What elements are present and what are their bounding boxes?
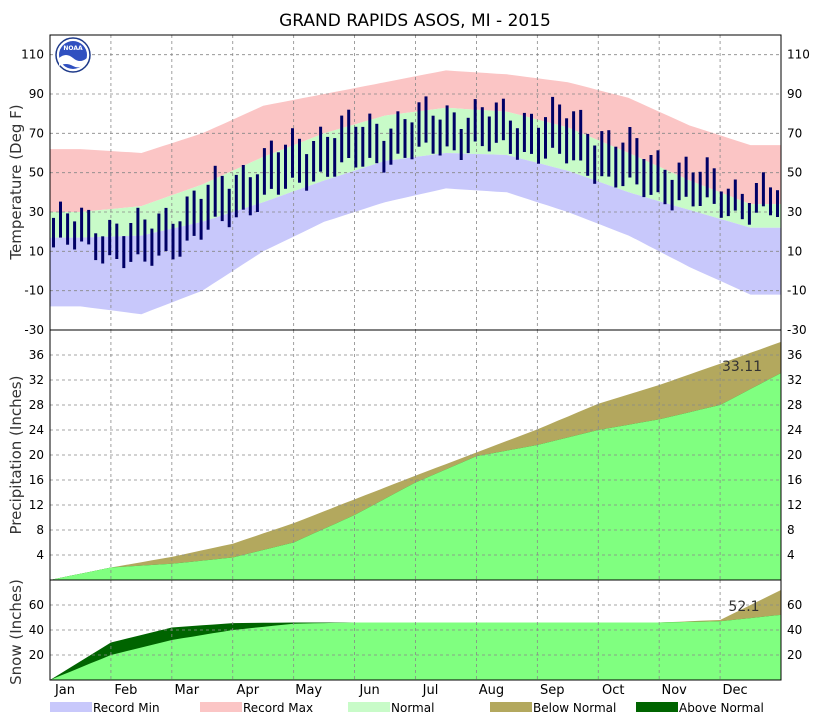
precipitation-total-label: 33.11: [722, 359, 762, 375]
legend-label: Above Normal: [679, 701, 764, 715]
month-label: Feb: [114, 683, 137, 698]
snow-total-label: 52.1: [728, 599, 759, 615]
temp-tick-label-right: 110: [787, 48, 810, 62]
precip-tick-label-right: 16: [787, 473, 802, 487]
temp-tick-label-right: -30: [787, 323, 807, 337]
temp-tick-label-left: 110: [21, 48, 44, 62]
snow-tick-label-left: 60: [29, 598, 44, 612]
precip-tick-label-right: 12: [787, 498, 802, 512]
precip-tick-label-left: 32: [29, 373, 44, 387]
legend-label: Record Max: [243, 701, 313, 715]
legend-swatch: [50, 702, 92, 712]
month-label: Jun: [358, 683, 379, 698]
temp-tick-label-right: 30: [787, 205, 802, 219]
temp-tick-label-right: 90: [787, 87, 802, 101]
snow-panel: 20 20 40 40 60 60 52.1 Snow (Inches): [7, 579, 802, 685]
precip-tick-label-right: 32: [787, 373, 802, 387]
precip-tick-label-left: 4: [36, 548, 44, 562]
snow-tick-label-left: 40: [29, 623, 44, 637]
legend-label: Below Normal: [533, 701, 616, 715]
temp-tick-label-left: 90: [29, 87, 44, 101]
logo-text: NOAA: [63, 45, 83, 52]
precip-tick-label-left: 20: [29, 448, 44, 462]
temp-tick-label-left: 10: [29, 244, 44, 258]
legend-swatch: [348, 702, 390, 712]
month-label: Oct: [602, 683, 624, 698]
month-label: Jan: [54, 683, 75, 698]
record-max-band: [50, 70, 781, 213]
precip-tick-label-left: 36: [29, 348, 44, 362]
month-label: Mar: [175, 683, 200, 698]
precip-tick-label-right: 28: [787, 398, 802, 412]
snow-tick-label-right: 40: [787, 623, 802, 637]
temp-tick-label-left: -30: [24, 323, 44, 337]
legend: Record Min Record Max Normal Below Normal Ab…: [50, 701, 764, 715]
precip-tick-label-right: 8: [787, 523, 795, 537]
precip-tick-label-left: 12: [29, 498, 44, 512]
month-axis: Jan Feb Mar Apr May Jun Jul Aug Sep Oct Nov Dec: [54, 683, 748, 698]
month-label: Aug: [479, 683, 504, 698]
precipitation-tick-labels: 4 4 8 8 12 12 16 16 20 20 24 24 28 28 32 32 36 36: [29, 348, 803, 562]
noaa-gull-icon: [59, 55, 87, 68]
temp-tick-label-right: 50: [787, 166, 802, 180]
precip-tick-label-right: 36: [787, 348, 802, 362]
precip-tick-label-left: 24: [29, 423, 44, 437]
temperature-grid: [50, 35, 781, 330]
legend-label: Record Min: [93, 701, 160, 715]
snow-frame: [49, 579, 782, 681]
precipitation-axis-label: Precipitation (Inches): [7, 376, 25, 535]
precipitation-panel: 4 4 8 8 12 12 16 16 20 20 24 24 28 28 32 32 36 36 33.11 P…: [7, 329, 803, 581]
month-label: Jul: [422, 683, 439, 698]
legend-swatch: [490, 702, 532, 712]
precip-tick-label-right: 20: [787, 448, 802, 462]
precip-tick-label-right: 4: [787, 548, 795, 562]
legend-label: Normal: [391, 701, 434, 715]
snow-tick-label-right: 60: [787, 598, 802, 612]
snow-tick-label-right: 20: [787, 648, 802, 662]
snow-tick-labels: 20 20 40 40 60 60: [29, 598, 803, 662]
observed-temperature-bars: [52, 96, 779, 269]
month-label: Dec: [723, 683, 748, 698]
temp-tick-label-left: 30: [29, 205, 44, 219]
precipitation-grid: [50, 330, 781, 580]
temp-tick-label-right: -10: [787, 284, 807, 298]
chart-title: GRAND RAPIDS ASOS, MI - 2015: [279, 11, 551, 31]
legend-swatch: [200, 702, 242, 712]
temp-tick-label-right: 70: [787, 126, 802, 140]
temperature-panel: -30 -30 -10 -10 10 10 30 30 50 50 70 70 90 90 110 110 T…: [7, 34, 810, 337]
month-label: Apr: [237, 683, 260, 698]
temp-tick-label-right: 10: [787, 244, 802, 258]
legend-swatch: [636, 702, 678, 712]
temp-tick-label-left: 70: [29, 126, 44, 140]
precip-tick-label-left: 28: [29, 398, 44, 412]
snow-tick-label-left: 20: [29, 648, 44, 662]
snow-axis-label: Snow (Inches): [7, 579, 25, 685]
noaa-logo: NOAA: [55, 37, 91, 73]
temperature-tick-labels: -30 -30 -10 -10 10 10 30 30 50 50 70 70 90 90 110 110: [21, 48, 810, 337]
precip-tick-label-left: 16: [29, 473, 44, 487]
month-label: Sep: [540, 683, 565, 698]
month-label: May: [295, 683, 322, 698]
temp-tick-label-left: -10: [24, 284, 44, 298]
snow-grid: [50, 580, 781, 680]
precip-tick-label-left: 8: [36, 523, 44, 537]
precip-tick-label-right: 24: [787, 423, 802, 437]
month-label: Nov: [662, 683, 688, 698]
temperature-axis-label: Temperature (Deg F): [7, 104, 25, 260]
temp-tick-label-left: 50: [29, 166, 44, 180]
